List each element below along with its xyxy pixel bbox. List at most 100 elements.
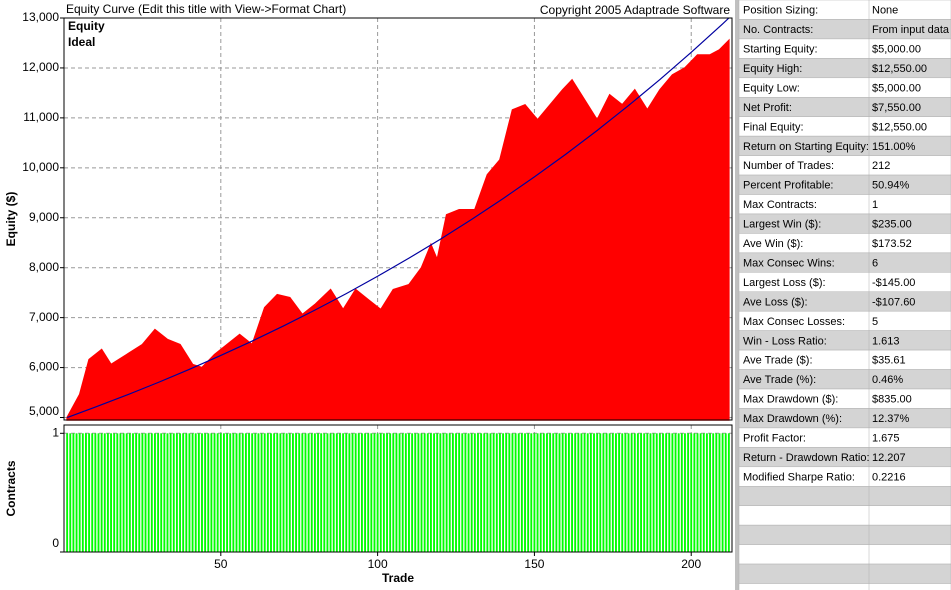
- bar: [207, 433, 210, 552]
- bar: [467, 433, 470, 552]
- stat-label: Win - Loss Ratio:: [743, 335, 827, 347]
- stat-label: Profit Factor:: [743, 433, 806, 445]
- bar: [593, 433, 595, 552]
- stat-value: $12,550.00: [872, 63, 927, 75]
- bar: [712, 433, 715, 552]
- bar: [549, 433, 552, 552]
- bar: [702, 433, 705, 552]
- table-row: [738, 505, 951, 526]
- bar: [223, 433, 225, 552]
- bar: [163, 433, 166, 552]
- y-tick-label: 10,000: [22, 160, 59, 174]
- stat-value: $7,550.00: [872, 102, 921, 114]
- bar: [574, 433, 577, 552]
- bar: [197, 433, 200, 552]
- bar: [204, 433, 207, 552]
- y-tick-label: 6,000: [29, 360, 59, 374]
- bar: [480, 433, 483, 552]
- stat-value: -$145.00: [872, 277, 915, 289]
- bar: [238, 433, 241, 552]
- bar: [633, 433, 636, 552]
- bar: [241, 433, 244, 552]
- bar: [489, 433, 492, 552]
- stat-value: $5,000.00: [872, 44, 921, 56]
- bar: [169, 433, 172, 552]
- stat-value: From input data: [872, 24, 950, 36]
- bar: [561, 433, 564, 552]
- bar: [486, 433, 489, 552]
- bar: [693, 433, 696, 552]
- bar: [342, 433, 345, 552]
- bar: [423, 433, 426, 552]
- stat-value: 12.207: [872, 452, 906, 464]
- ideal-line: [66, 17, 730, 419]
- bar: [376, 433, 379, 552]
- bar: [323, 433, 326, 552]
- bar: [113, 433, 116, 552]
- bar: [85, 433, 87, 552]
- table-row: [738, 524, 951, 545]
- bar: [160, 433, 163, 552]
- stat-value: -$107.60: [872, 296, 915, 308]
- bar: [709, 433, 711, 552]
- equity-area: [66, 38, 730, 421]
- stat-label: Max Contracts:: [743, 199, 817, 211]
- y-tick-label: 7,000: [29, 310, 59, 324]
- bar: [473, 433, 476, 552]
- bar: [298, 433, 301, 552]
- bar: [291, 433, 294, 552]
- stat-value: 0.46%: [872, 374, 903, 386]
- bar: [72, 433, 75, 552]
- bar: [458, 433, 461, 552]
- stat-label: Number of Trades:: [743, 160, 834, 172]
- bar: [141, 433, 144, 552]
- bar: [125, 433, 128, 552]
- bar: [201, 433, 203, 552]
- bar: [649, 433, 652, 552]
- stat-value: $5,000.00: [872, 82, 921, 94]
- bar: [505, 433, 508, 552]
- table-row: [738, 486, 951, 506]
- bar: [75, 433, 78, 552]
- stat-value: 12.37%: [872, 413, 910, 425]
- bar: [636, 433, 639, 552]
- y-tick-label: 9,000: [29, 210, 59, 224]
- bar: [608, 433, 611, 552]
- table-row: [738, 544, 951, 565]
- bar: [451, 433, 454, 552]
- bar: [251, 433, 254, 552]
- x-tick-label: 150: [524, 557, 544, 571]
- stat-label: Position Sizing:: [743, 5, 818, 17]
- stat-label: Return on Starting Equity:: [743, 141, 869, 153]
- bar: [583, 433, 586, 552]
- bar: [354, 433, 357, 552]
- bar: [364, 433, 367, 552]
- chart-subtitle: Copyright 2005 Adaptrade Software: [540, 3, 730, 17]
- stat-label: Largest Loss ($):: [743, 277, 826, 289]
- bar: [555, 433, 558, 552]
- bar: [599, 433, 602, 552]
- bar: [524, 433, 526, 552]
- bar: [270, 433, 272, 552]
- bar: [345, 433, 348, 552]
- bar: [605, 433, 608, 552]
- bar: [150, 433, 153, 552]
- stat-label: Ave Trade ($):: [743, 355, 813, 367]
- bar: [100, 433, 103, 552]
- table-row: [738, 583, 951, 590]
- bar: [179, 433, 181, 552]
- bar: [188, 433, 191, 552]
- bar: [329, 433, 332, 552]
- bar: [326, 433, 329, 552]
- bar: [103, 433, 106, 552]
- bar: [404, 433, 407, 552]
- bar: [128, 433, 131, 552]
- legend-entry: Ideal: [68, 35, 95, 49]
- y-axis-label: Contracts: [4, 460, 18, 516]
- stat-value: 0.2216: [872, 471, 906, 483]
- bar: [273, 433, 276, 552]
- bar: [564, 433, 567, 552]
- chart-title: Equity Curve (Edit this title with View-…: [66, 2, 346, 16]
- x-axis-label: Trade: [382, 571, 414, 585]
- stat-label: Max Consec Losses:: [743, 316, 845, 328]
